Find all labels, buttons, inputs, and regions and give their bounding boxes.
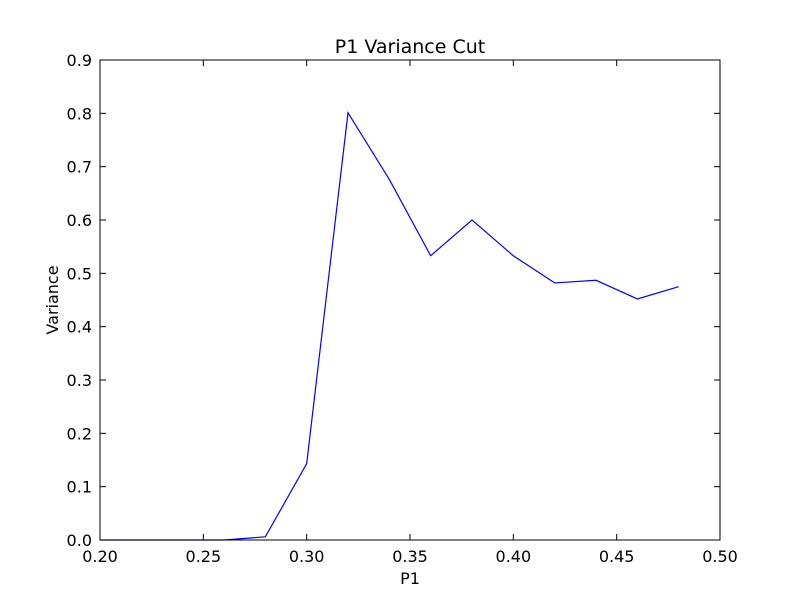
data-point	[306, 463, 307, 464]
ticks-layer: 0.20 0.25 0.30 0.35 0.40 0.45 0.50 0.0 0.1 0.2 0.3…	[67, 51, 738, 566]
y-tick-label: 0.6	[67, 211, 92, 230]
x-tick-label: 0.25	[186, 547, 222, 566]
data-point	[471, 219, 472, 220]
chart-title: P1 Variance Cut	[335, 36, 485, 58]
x-tick-label: 0.35	[392, 547, 428, 566]
y-tick-label: 0.7	[67, 158, 92, 177]
y-tick-label: 0.3	[67, 371, 92, 390]
x-tick-label: 0.50	[702, 547, 738, 566]
y-tick-label: 0.2	[67, 424, 92, 443]
data-point	[595, 280, 596, 281]
data-point	[678, 286, 679, 287]
x-tick-label: 0.30	[289, 547, 325, 566]
x-tick-label: 0.45	[599, 547, 635, 566]
y-tick-label: 0.5	[67, 264, 92, 283]
data-point	[430, 255, 431, 256]
x-tick-label: 0.20	[82, 547, 118, 566]
x-axis-title: P1	[400, 569, 420, 588]
data-point	[265, 536, 266, 537]
data-point	[389, 179, 390, 180]
data-point	[347, 112, 348, 113]
y-tick-label: 0.0	[67, 531, 92, 550]
data-point	[554, 282, 555, 283]
y-tick-label: 0.1	[67, 478, 92, 497]
data-point	[637, 298, 638, 299]
data-point	[513, 255, 514, 256]
y-tick-label: 0.9	[67, 51, 92, 70]
y-tick-label: 0.4	[67, 318, 92, 337]
y-tick-label: 0.8	[67, 104, 92, 123]
x-tick-label: 0.40	[496, 547, 532, 566]
y-axis-title: Variance	[43, 265, 62, 334]
plot-frame	[99, 59, 721, 541]
